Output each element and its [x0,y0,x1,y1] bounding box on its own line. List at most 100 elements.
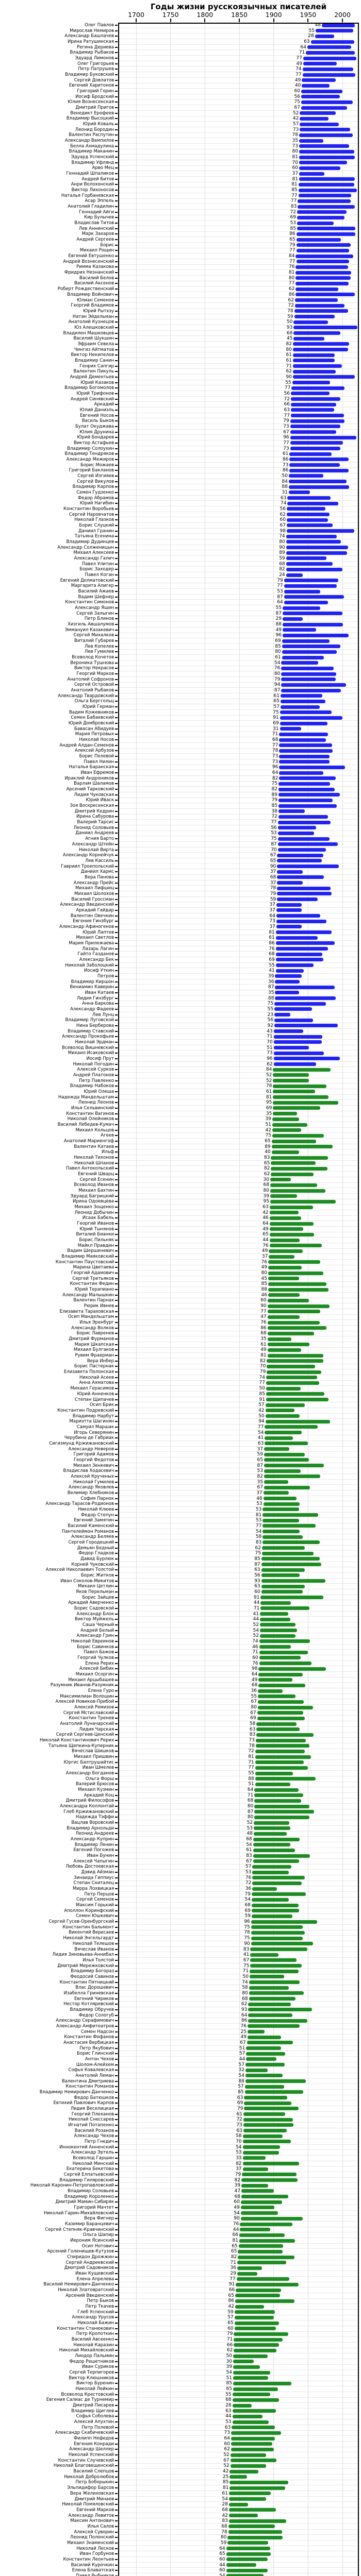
writer-name-label: Александр Блок [76,1611,114,1617]
age-label: 73 [224,2430,230,2436]
lifespan-bar [280,721,327,725]
y-tick-mark [115,1707,118,1708]
lifespan-bar [281,677,336,682]
age-label: 71 [226,2337,233,2343]
y-tick-mark [115,145,118,147]
lifespan-bar [290,435,356,439]
row-gridline [119,1451,358,1452]
writer-name-label: Николай Благовещенский [53,2463,114,2469]
age-label: 50 [226,2353,232,2359]
writer-name-label: Лазарь Лагин [82,946,114,952]
writer-name-label: Регина Дериева [76,44,114,50]
row-gridline [119,1484,358,1485]
y-tick-mark [115,2190,118,2192]
age-label: 80 [286,347,292,352]
y-tick-mark [115,2267,118,2269]
writer-name-label: Михаил Кольцов [75,1127,114,1133]
y-tick-mark [115,651,118,653]
writer-name-label: Лев Гумилев [84,649,114,655]
age-label: 80 [263,1188,269,1194]
lifespan-bar [290,441,343,445]
y-tick-mark [115,2383,118,2384]
writer-name-label: Василий Шукшин [73,336,114,342]
writer-name-label: Юрий Нагибин [79,501,114,506]
writer-name-label: Николай Заболоцкий [65,962,114,968]
lifespan-bar [241,2195,288,2199]
writer-name-label: Николай Олейников [67,1116,114,1122]
lifespan-bar [251,1925,303,1929]
age-label: 64 [247,1787,254,1793]
age-label: 86 [241,2018,248,2024]
lifespan-bar [229,2497,266,2501]
lifespan-bar [300,122,339,126]
y-tick-mark [115,1866,118,1868]
row-gridline [119,720,358,721]
age-label: 69 [273,721,279,726]
writer-name-label: Юрий Казаков [80,380,114,385]
lifespan-bar [281,688,341,692]
row-gridline [119,176,358,177]
y-tick-mark [115,1696,118,1697]
lifespan-bar [289,474,323,478]
lifespan-bar [234,2315,274,2319]
age-label: 57 [238,2084,244,2090]
lifespan-bar [227,2535,283,2539]
age-label: 63 [236,2128,242,2133]
lifespan-bar [253,1843,290,1847]
writer-name-label: Борис Заходер [79,567,114,572]
lifespan-bar [244,2096,288,2100]
lifespan-bar [234,2348,276,2352]
row-gridline [119,654,358,655]
age-label: 61 [282,451,289,457]
writer-name-label: Феодосий Савинов [70,1974,114,1979]
writer-name-label: Всеволод Гаршин [73,2155,114,2161]
y-tick-mark [115,717,118,719]
lifespan-bar [277,842,338,846]
lifespan-bar [255,1749,305,1753]
age-label: 77 [283,440,289,446]
age-label: 79 [283,418,289,424]
age-label: 55 [308,28,315,33]
lifespan-bar [277,853,323,857]
y-tick-mark [115,2454,118,2456]
age-label: 80 [220,2535,227,2540]
age-label: 70 [236,2139,242,2144]
row-gridline [119,649,358,650]
lifespan-bar [299,144,350,148]
y-tick-mark [115,1003,118,1005]
lifespan-bar [229,2508,276,2512]
lifespan-bar [262,1535,303,1539]
age-label: 44 [253,1600,260,1606]
writer-name-label: Петр Павленко [79,1078,114,1083]
writer-name-label: Владимир Немирович-Данченко [39,2089,114,2095]
row-gridline [119,781,358,782]
age-label: 73 [292,127,299,132]
lifespan-bar [261,1573,300,1578]
y-tick-mark [115,2339,118,2341]
writer-name-label: Дмитрий Пригов [75,105,114,111]
writer-name-label: Георгий Адамович [71,1270,114,1276]
row-gridline [119,775,358,776]
writer-name-label: Владимир Буковский [65,72,114,78]
row-gridline [119,1550,358,1551]
y-tick-mark [115,1761,118,1763]
age-label: 82 [259,1358,266,1364]
y-tick-mark [115,283,118,284]
y-tick-mark [115,822,118,823]
lifespan-bar [232,2409,276,2413]
row-gridline [119,275,358,276]
lifespan-bar [286,562,333,566]
writer-name-label: Виталий Губарев [74,638,114,644]
y-tick-mark [115,536,118,537]
row-gridline [119,236,358,238]
lifespan-bar [233,2365,260,2369]
y-tick-mark [115,1344,118,1345]
lifespan-bar [264,1469,301,1473]
lifespan-bar [273,1051,324,1055]
writer-name-label: Иван Бунин [87,1853,114,1859]
writer-name-label: Мирра Лохвицкая [73,1886,114,1892]
age-label: 98 [280,528,286,534]
y-tick-mark [115,2218,118,2219]
y-tick-mark [115,975,118,977]
age-label: 69 [290,215,296,221]
